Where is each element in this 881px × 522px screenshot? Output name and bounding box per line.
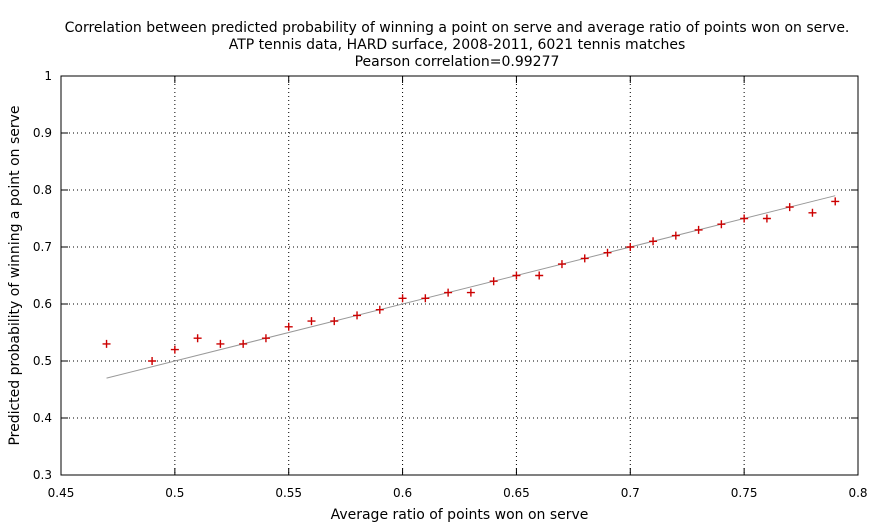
x-tick-label: 0.5 [165,486,184,500]
data-point [535,271,544,280]
data-point [671,231,680,240]
data-point [216,339,225,348]
data-point [466,288,475,297]
data-point [239,339,248,348]
x-tick-label: 0.75 [731,486,758,500]
data-point [284,322,293,331]
y-tick-label: 0.3 [33,468,52,482]
data-point [193,334,202,343]
data-point [375,305,384,314]
data-point [421,294,430,303]
data-point [398,294,407,303]
x-tick-label: 0.65 [503,486,530,500]
y-tick-label: 0.5 [33,354,52,368]
y-tick-label: 0.7 [33,240,52,254]
fit-line-series [106,195,836,379]
y-axis-label: Predicted probability of winning a point… [7,105,23,445]
data-point [444,288,453,297]
data-point [785,203,794,212]
data-point [261,334,270,343]
data-point [353,311,362,320]
grid [61,76,858,475]
data-point [831,197,840,206]
x-tick-label: 0.8 [848,486,867,500]
chart-title-line: Correlation between predicted probabilit… [65,20,850,36]
data-point [694,225,703,234]
data-point [330,317,339,326]
data-point [557,260,566,269]
data-point [580,254,589,263]
data-point [307,317,316,326]
x-tick-label: 0.55 [275,486,302,500]
data-point [762,214,771,223]
y-tick-label: 1 [44,69,52,83]
y-tick-label: 0.8 [33,183,52,197]
x-tick-label: 0.45 [48,486,75,500]
scatter-points [102,197,840,365]
axis-ticks: 0.45 0.5 0.55 0.6 0.65 0.7 0.75 0.8 0.3 0.4 0.5 0.6… [33,69,868,500]
data-point [489,277,498,286]
data-point [626,243,635,251]
fit-line [106,195,836,379]
y-tick-label: 0.4 [33,411,52,425]
chart-title-line: Pearson correlation=0.99277 [355,54,560,70]
plot-frame [60,75,859,476]
chart-title: Correlation between predicted probabilit… [65,20,850,70]
data-point [603,248,612,257]
y-tick-label: 0.6 [33,297,52,311]
x-tick-label: 0.6 [393,486,412,500]
data-point [512,271,521,280]
data-point [102,339,111,348]
data-point [649,237,658,246]
x-tick-label: 0.7 [621,486,640,500]
data-point [740,214,749,223]
data-point [170,345,179,354]
data-point [148,357,157,365]
data-point [808,208,817,217]
x-axis-label: Average ratio of points won on serve [331,507,589,522]
y-tick-label: 0.9 [33,126,52,140]
data-point [717,220,726,229]
chart-title-line: ATP tennis data, HARD surface, 2008-2011… [229,37,686,53]
